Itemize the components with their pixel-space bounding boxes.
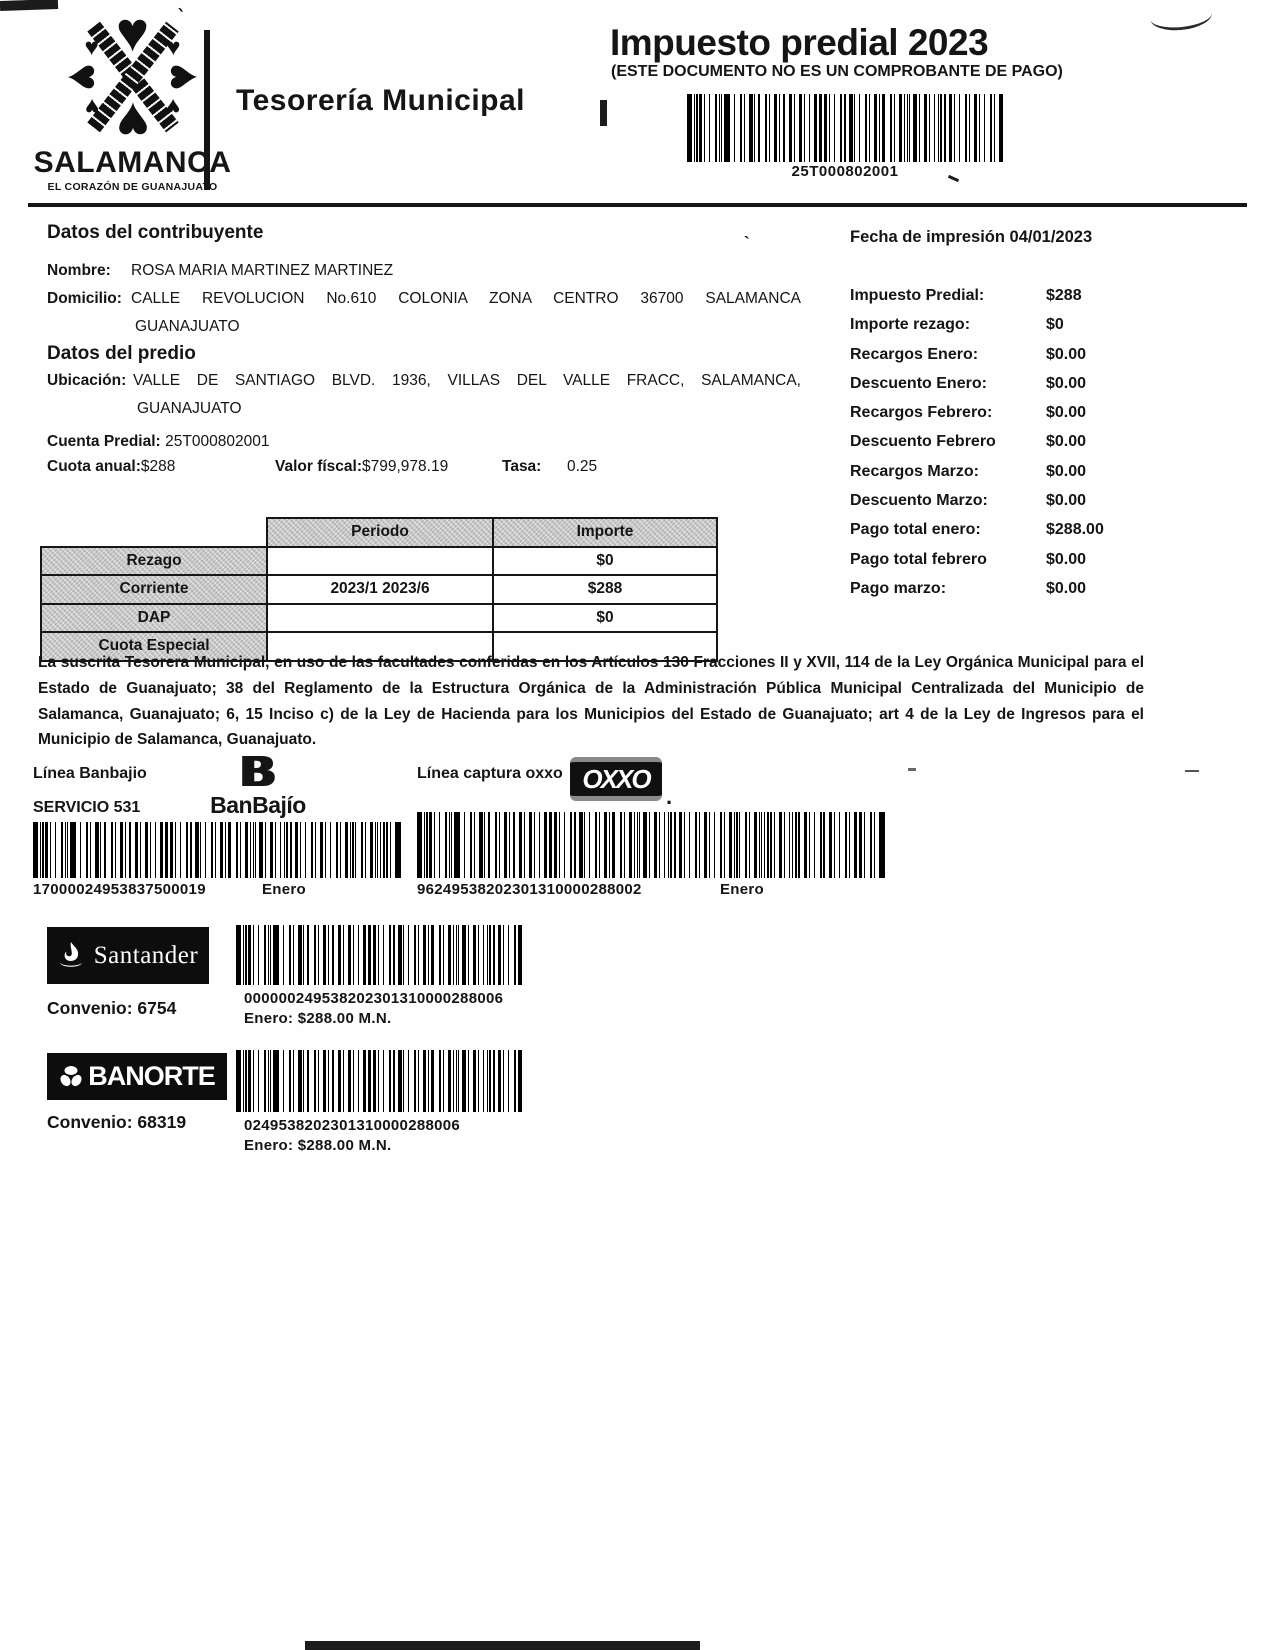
santander-flame-icon (59, 941, 82, 967)
heart-icon: ♥ (115, 91, 150, 154)
oxxo-month: Enero (720, 881, 765, 898)
salamanca-crest-icon: ♥ ♥ ♥ ♥ ♥ ♥ ♥ ♥ (58, 4, 207, 155)
domicilio-label: Domicilio: (47, 290, 122, 307)
document-subtitle: (ESTE DOCUMENTO NO ES UN COMPROBANTE DE … (611, 63, 1063, 80)
section-title-predio: Datos del predio (47, 343, 196, 364)
header-rule (28, 203, 1247, 207)
banbajio-line-label: Línea Banbajio (33, 765, 147, 782)
nombre-value: ROSA MARIA MARTINEZ MARTINEZ (131, 262, 394, 279)
banorte-convenio: Convenio: 68319 (47, 1112, 187, 1132)
oxxo-barcode (417, 812, 885, 878)
banorte-barcode (236, 1050, 522, 1112)
table-header-row: Periodo Importe (41, 517, 718, 548)
banbajio-logo: BB BanBajío (188, 747, 328, 819)
scan-artifact: ` (744, 233, 750, 252)
heart-icon: ♥ (84, 93, 99, 120)
amount-row: Recargos Enero: $0.00 (850, 345, 1087, 363)
oxxo-logo-dot: . (666, 784, 673, 809)
banbajio-code: 17000024953837500019 (33, 881, 206, 898)
amount-row: Recargos Febrero: $0.00 (850, 404, 1087, 422)
banbajio-month: Enero (262, 881, 307, 898)
santander-code: 000000249538202301310000288006 (244, 990, 504, 1007)
logo-tagline: EL CORAZÓN DE GUANAJUATO (47, 181, 218, 193)
nombre-label: Nombre: (47, 262, 111, 279)
periodo-header: Periodo (266, 517, 494, 548)
banbajio-barcode (33, 822, 401, 878)
heart-icon: ♥ (166, 34, 181, 61)
banorte-code: 0249538202301310000288006 (244, 1117, 461, 1134)
amount-row: Importe rezago: $0 (850, 316, 1064, 334)
salamanca-logo: ♥ ♥ ♥ ♥ ♥ ♥ ♥ ♥ SALAMANCA EL CORAZÓN DE … (30, 4, 235, 194)
section-title-contribuyente: Datos del contribuyente (47, 222, 264, 243)
logo-wordmark: SALAMANCA (33, 146, 232, 179)
cuenta-predial-value: 25T000802001 (165, 433, 270, 450)
banorte-logo: BANORTE (47, 1053, 227, 1100)
oxxo-line-label: Línea captura oxxo (417, 765, 563, 782)
amount-row: Descuento Enero: $0.00 (850, 374, 1087, 392)
document-title: Impuesto predial 2023 (610, 22, 989, 63)
table-row: Corriente 2023/1 2023/6 $288 (40, 574, 718, 605)
ubicacion-line1: VALLE DE SANTIAGO BLVD. 1936, VILLAS DEL… (133, 372, 801, 389)
cuenta-predial-label: Cuenta Predial: (47, 433, 161, 450)
tasa-label: Tasa: (502, 458, 542, 475)
department-title: Tesorería Municipal (236, 84, 526, 117)
scan-artifact (908, 768, 916, 771)
heart-icon: ♥ (58, 63, 111, 91)
amount-row: Descuento Marzo: $0.00 (850, 492, 1087, 510)
oxxo-logo: OXXO (570, 757, 662, 801)
banbajio-mark-icon: BB (239, 747, 277, 796)
oxxo-code: 96249538202301310000288002 (417, 881, 642, 898)
empty-header-cell (41, 518, 267, 547)
domicilio-line2: GUANAJUATO (135, 318, 240, 335)
heart-icon: ♥ (166, 93, 181, 120)
domicilio-line1: CALLE REVOLUCION No.610 COLONIA ZONA CEN… (131, 290, 801, 307)
heart-icon: ♥ (115, 0, 150, 63)
table-row: Cuota Especial (40, 631, 718, 662)
header-divider (204, 30, 210, 190)
valor-fiscal-label: Valor físcal: (275, 458, 363, 475)
cuota-anual-label: Cuota anual: (47, 458, 141, 475)
cuota-anual-value: $288 (140, 458, 176, 475)
banorte-propeller-icon (60, 1065, 82, 1086)
servicio-label: SERVICIO 531 (33, 799, 141, 816)
amount-row: Descuento Febrero $0.00 (850, 433, 1087, 451)
heart-icon: ♥ (84, 34, 99, 61)
scan-artifact (305, 1641, 700, 1650)
santander-amount: Enero: $288.00 M.N. (244, 1010, 392, 1027)
amount-row: Pago marzo: $0.00 (850, 579, 1087, 597)
periodo-importe-table: Periodo Importe Rezago $0 Corriente 2023… (40, 517, 718, 662)
scan-artifact (600, 100, 607, 126)
amount-row: Impuesto Predial: $288 (850, 287, 1082, 304)
santander-convenio: Convenio: 6754 (47, 998, 177, 1018)
amount-row: Pago total febrero $0.00 (850, 550, 1087, 568)
ubicacion-line2: GUANAJUATO (137, 400, 242, 417)
santander-logo: Santander (47, 927, 209, 984)
importe-header: Importe (492, 517, 718, 548)
amount-row: Pago total enero: $288.00 (850, 521, 1104, 539)
legal-text: La suscrita Tesorera Municipal, en uso d… (38, 654, 1144, 749)
scan-artifact (1148, 0, 1214, 34)
amounts-summary: Impuesto Predial: $288 Importe rezago: $0 … (850, 287, 1250, 609)
ubicacion-label: Ubicación: (47, 372, 127, 389)
account-barcode (687, 94, 1003, 162)
print-date: Fecha de impresión 04/01/2023 (850, 228, 1093, 246)
amount-row: Recargos Marzo: $0.00 (850, 462, 1087, 480)
banorte-amount: Enero: $288.00 M.N. (244, 1137, 392, 1154)
scan-artifact (1185, 770, 1199, 772)
santander-barcode (236, 925, 522, 985)
heart-icon: ♥ (154, 63, 207, 91)
table-row: DAP $0 (40, 602, 718, 633)
tasa-value: 0.25 (567, 458, 598, 475)
table-row: Rezago $0 (40, 545, 718, 576)
account-barcode-label: 25T000802001 (791, 163, 899, 180)
valor-fiscal-value: $799,978.19 (362, 458, 449, 475)
